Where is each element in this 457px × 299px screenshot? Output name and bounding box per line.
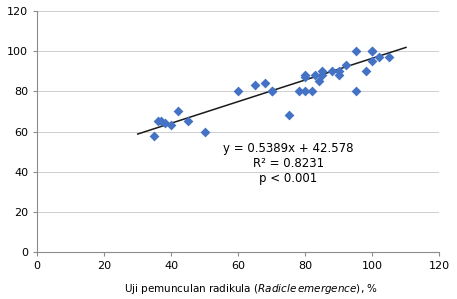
Point — [268, 89, 276, 94]
Point — [158, 119, 165, 124]
Text: y = 0.5389x + 42.578
R² = 0.8231
p < 0.001: y = 0.5389x + 42.578 R² = 0.8231 p < 0.0… — [223, 141, 354, 184]
Point — [352, 49, 359, 54]
Point — [315, 79, 323, 84]
Point — [201, 129, 208, 134]
Point — [184, 119, 191, 124]
Point — [369, 59, 376, 64]
Point — [319, 69, 326, 74]
Point — [369, 49, 376, 54]
Point — [268, 89, 276, 94]
Point — [234, 89, 242, 94]
Point — [251, 83, 259, 88]
Text: Uji pemunculan radikula ($\it{Radicle\/emergence}$), %: Uji pemunculan radikula ($\it{Radicle\/e… — [124, 282, 378, 296]
Point — [329, 69, 336, 74]
Point — [335, 73, 343, 78]
Point — [285, 113, 292, 118]
Point — [386, 55, 393, 60]
Point — [342, 63, 349, 68]
Point — [319, 73, 326, 78]
Point — [261, 81, 269, 86]
Point — [151, 133, 158, 138]
Point — [362, 69, 369, 74]
Point — [302, 73, 309, 78]
Point — [174, 109, 181, 114]
Point — [302, 75, 309, 80]
Point — [161, 121, 168, 126]
Point — [154, 119, 161, 124]
Point — [168, 123, 175, 128]
Point — [295, 89, 303, 94]
Point — [335, 69, 343, 74]
Point — [312, 73, 319, 78]
Point — [302, 89, 309, 94]
Point — [369, 49, 376, 54]
Point — [376, 55, 383, 60]
Point — [352, 89, 359, 94]
Point — [308, 89, 316, 94]
